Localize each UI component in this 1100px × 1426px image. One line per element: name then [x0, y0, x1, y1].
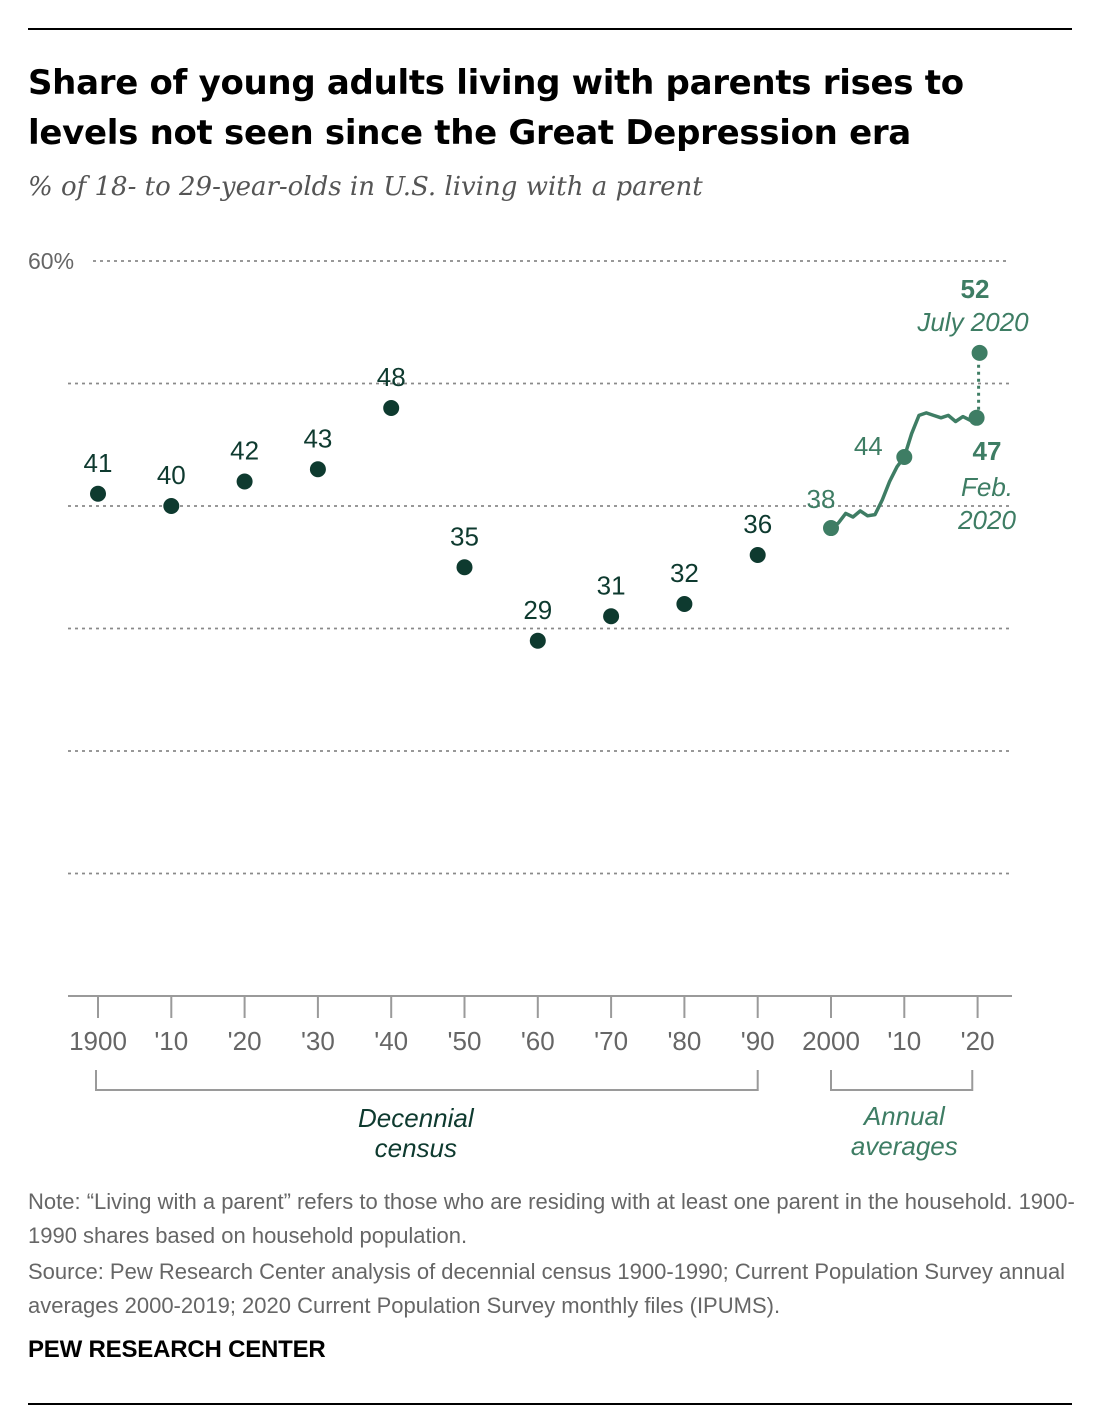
annual-data-label: 38: [807, 484, 836, 514]
chart-source: Source: Pew Research Center analysis of …: [28, 1259, 1066, 1318]
annual-bracket-label: averages: [851, 1131, 958, 1161]
top-rule: [28, 28, 1072, 30]
x-tick-label: '20: [228, 1026, 262, 1056]
x-tick-label: '20: [961, 1026, 995, 1056]
census-point: [383, 400, 400, 416]
data-series: [90, 344, 988, 649]
census-point: [676, 596, 693, 612]
census-bracket-label: census: [375, 1133, 457, 1163]
x-tick-label: '90: [741, 1026, 775, 1056]
x-tick-label: '30: [301, 1026, 335, 1056]
census-data-label: 40: [157, 460, 186, 490]
annual-bracket: [830, 1070, 974, 1091]
feb-2020-date-label: 2020: [957, 505, 1016, 535]
x-tick-label: '40: [374, 1026, 408, 1056]
x-tick-label: '10: [154, 1026, 188, 1056]
census-bracket-label: Decennial: [358, 1103, 475, 1133]
annual-point: [823, 520, 839, 537]
gridlines: 60%: [28, 248, 1010, 875]
y-tick-label: 60%: [28, 248, 74, 274]
july-2020-point: [971, 344, 988, 361]
x-tick-label: 1900: [69, 1026, 127, 1056]
x-tick-label: '50: [448, 1026, 482, 1056]
census-data-label: 48: [377, 362, 406, 392]
census-point: [163, 498, 180, 514]
chart-note: Note: “Living with a parent” refers to t…: [28, 1189, 1075, 1248]
census-point: [309, 461, 326, 478]
census-point: [529, 632, 546, 649]
july-2020-value-label: 52: [961, 274, 990, 304]
x-axis: 1900 '10 '20 '30 '40 '50 '60 '70 '80 '90 2000 '10 '2…: [68, 995, 1012, 1056]
annual-bracket-label: Annual: [862, 1101, 946, 1131]
feb-2020-value-label: 47: [973, 436, 1002, 466]
chart-title: Share of young adults living with parent…: [28, 63, 964, 153]
census-data-label: 31: [597, 570, 626, 600]
brand-label: PEW RESEARCH CENTER: [28, 1336, 326, 1363]
data-labels: 41 40 42 43 48 35 29 31 32 36 38 44 47 Feb.2020 52July…: [84, 274, 1030, 625]
census-data-label: 43: [303, 423, 332, 453]
census-point: [90, 485, 106, 502]
x-tick-label: 2000: [802, 1026, 860, 1056]
census-data-label: 42: [230, 436, 259, 466]
july-2020-date-label: July 2020: [916, 307, 1029, 337]
feb-2020-point: [968, 409, 985, 426]
annual-point: [896, 449, 913, 465]
chart-subtitle: % of 18- to 29-year-olds in U.S. living …: [28, 172, 703, 202]
x-tick-label: '60: [521, 1026, 555, 1056]
chart-plot: 60% 1900 '10 '20 '30 '40 '50 '60 '70 '80 '90 2000 '…: [28, 248, 1030, 1163]
census-data-label: 41: [84, 448, 113, 478]
census-data-label: 32: [670, 558, 699, 588]
x-tick-label: '70: [594, 1026, 628, 1056]
bottom-rule: [28, 1403, 1072, 1405]
census-point: [603, 608, 620, 625]
census-data-label: 35: [450, 521, 479, 551]
census-point: [749, 547, 766, 563]
x-tick-label: '80: [667, 1026, 701, 1056]
x-tick-label: '10: [887, 1026, 921, 1056]
census-bracket: [95, 1070, 759, 1091]
census-data-label: 36: [743, 509, 772, 539]
census-point: [236, 473, 253, 490]
census-data-label: 29: [523, 595, 552, 625]
census-point: [456, 559, 473, 576]
annual-data-label: 44: [854, 431, 883, 461]
feb-2020-date-label: Feb.: [961, 472, 1013, 502]
